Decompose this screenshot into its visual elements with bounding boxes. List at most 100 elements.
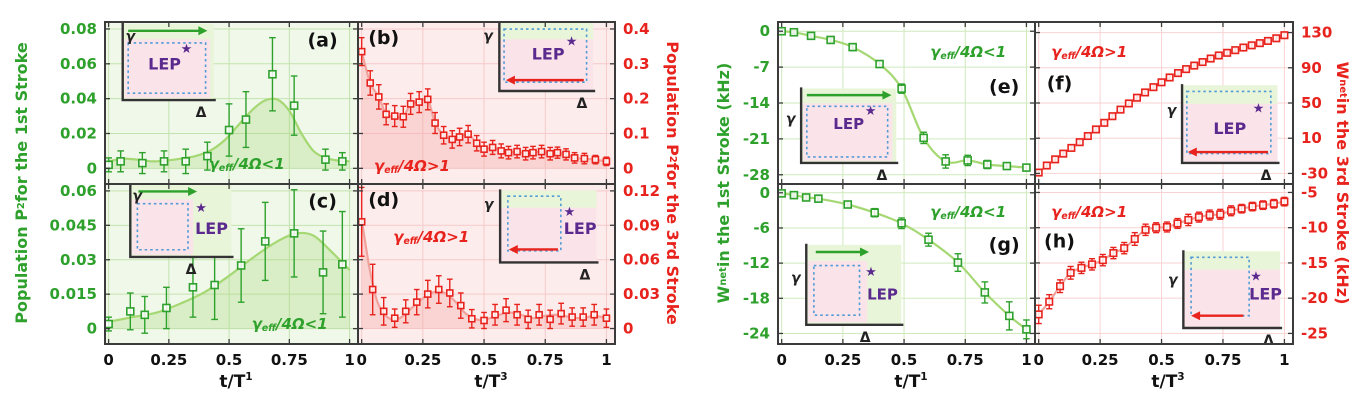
data-point <box>591 155 600 164</box>
data-point <box>875 59 884 69</box>
inset-dotted-loop <box>136 202 189 251</box>
text-segment: γ <box>930 203 942 221</box>
text-segment: LEP <box>532 44 565 63</box>
text-segment: LEP <box>1249 284 1282 303</box>
inset-dotted-loop <box>1186 90 1272 155</box>
y-tick-label: 0.12 <box>623 182 660 200</box>
data-point <box>535 310 543 319</box>
text-segment: 0 <box>103 351 113 369</box>
y-tick-label: 0.1 <box>623 124 650 142</box>
text-segment: 0.25 <box>150 351 187 369</box>
lep-star-icon: ★ <box>564 205 576 220</box>
label-segment: t/T <box>1151 372 1178 392</box>
data-point <box>1157 78 1166 87</box>
data-point <box>104 319 113 329</box>
gamma-axis-label: γ <box>791 270 802 286</box>
inset-pink-region <box>803 103 893 161</box>
y-tick-label: -30 <box>1301 164 1328 182</box>
data-point <box>814 194 823 203</box>
data-point <box>1223 48 1232 57</box>
text-segment: Δ <box>1261 168 1272 184</box>
data-point <box>338 260 347 269</box>
delta-axis-label: Δ <box>1263 333 1274 349</box>
delta-axis-label: Δ <box>576 96 587 112</box>
text-segment: /4Ω<1 <box>952 43 1006 61</box>
xaxis-title-t-T3-population: t/T 3 <box>446 372 536 398</box>
data-point <box>1077 263 1086 272</box>
data-point <box>126 307 135 316</box>
data-point <box>203 151 212 161</box>
text-segment: -28 <box>743 166 770 184</box>
inset-arrowhead-icon <box>1187 147 1197 157</box>
label-segment: in the 1st Stroke (kHz) <box>714 62 733 268</box>
label-segment: net <box>718 267 730 286</box>
y-tick-label: -15 <box>1301 254 1328 272</box>
label-segment: 3 <box>1177 371 1185 383</box>
text-segment: 130 <box>1301 24 1332 42</box>
y-tick-label: 0 <box>623 159 633 177</box>
data-point <box>159 157 169 166</box>
text-segment: 0.02 <box>60 124 97 142</box>
text-segment: 0.5 <box>891 351 918 369</box>
text-segment: eff <box>1061 211 1076 222</box>
text-segment: 0.75 <box>947 351 984 369</box>
data-point <box>401 307 410 316</box>
text-segment: 0.25 <box>404 351 441 369</box>
inset-axes <box>1180 84 1280 165</box>
text-segment: Δ <box>576 96 587 112</box>
data-point <box>448 135 457 144</box>
data-point <box>140 310 150 320</box>
delta-axis-label: Δ <box>860 330 871 346</box>
text-segment: 0 <box>87 320 97 338</box>
text-segment: γ <box>374 157 386 175</box>
data-point <box>1124 99 1133 108</box>
x-tick-label: 0.75 <box>1204 351 1241 369</box>
y-tick-label: 0 <box>623 320 633 338</box>
data-point <box>524 315 532 324</box>
x-tick-label: 0.75 <box>527 351 564 369</box>
data-point <box>224 125 234 135</box>
data-point <box>1100 118 1109 127</box>
panel-letter-d: (d) <box>368 189 399 211</box>
inset-lep-diagram-a: ★LEP γ Δ <box>121 22 216 121</box>
data-point <box>480 145 488 153</box>
text-segment: -10 <box>1301 219 1328 237</box>
text-segment: 0.12 <box>623 182 660 200</box>
data-point <box>1162 222 1171 232</box>
data-point <box>537 147 546 156</box>
y-tick-label: -6 <box>753 219 770 237</box>
x-tick-label: 0.25 <box>150 351 187 369</box>
data-point <box>412 298 421 306</box>
label-segment: 1 <box>245 371 253 383</box>
data-point <box>568 313 576 321</box>
text-segment: 0.75 <box>271 351 308 369</box>
y-tick-label: 0.06 <box>60 182 97 200</box>
text-segment: (b) <box>368 27 399 49</box>
data-point <box>415 98 423 106</box>
data-point <box>897 218 906 228</box>
condition-label: γeff/4Ω>1 <box>374 157 450 176</box>
text-segment: γ <box>1051 203 1063 221</box>
data-point <box>1198 58 1207 67</box>
text-segment: 1 <box>1279 351 1289 369</box>
y-tick-label: 0.06 <box>623 251 660 269</box>
data-point <box>1002 161 1012 171</box>
lep-star-icon: ★ <box>181 42 193 57</box>
data-point <box>375 93 383 101</box>
text-segment: 0 <box>87 159 97 177</box>
text-segment: 1 <box>1021 351 1031 369</box>
data-point <box>1227 206 1236 215</box>
x-tick-label: 1 <box>601 351 611 369</box>
data-point <box>1051 155 1060 164</box>
text-segment: ★ <box>566 34 578 49</box>
y-tick-label: -7 <box>753 58 770 76</box>
inset-arrowhead-icon <box>508 244 518 254</box>
data-point <box>570 154 579 162</box>
y-tick-label: 0.03 <box>60 251 97 269</box>
text-segment: γ <box>1168 272 1179 288</box>
text-segment: 0 <box>760 22 770 40</box>
y-tick-label: 0.015 <box>50 285 97 303</box>
data-point <box>1184 215 1193 224</box>
